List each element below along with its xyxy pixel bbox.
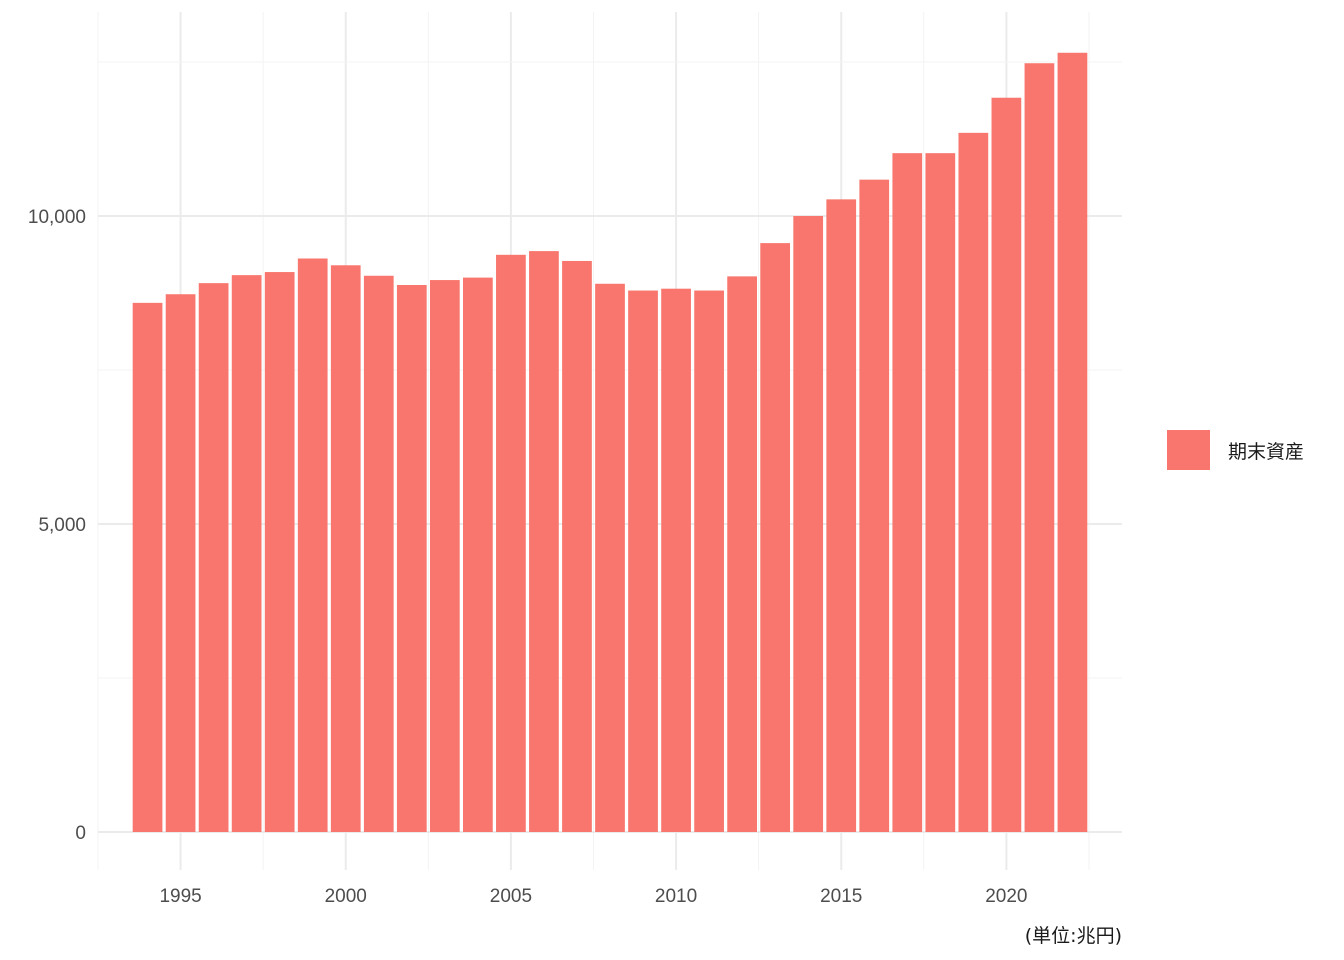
bar-2000 (330, 265, 361, 832)
bar-2018 (925, 153, 956, 833)
x-tick-label: 2010 (655, 886, 697, 907)
x-tick-label: 1995 (159, 886, 201, 907)
bar-2015 (826, 199, 857, 833)
legend-label: 期末資産 (1228, 441, 1304, 463)
y-axis-tick-labels: 0 5,000 10,000 (28, 207, 86, 844)
bar-2017 (892, 153, 923, 833)
bar-1999 (297, 258, 328, 832)
legend: 期末資産 (1167, 430, 1304, 470)
bar-2010 (661, 288, 691, 832)
bar-1996 (198, 283, 229, 832)
x-axis-tick-labels: 1995 2000 2005 2010 2015 2020 (159, 886, 1027, 907)
x-tick-label: 2000 (325, 886, 367, 907)
bar-2014 (793, 216, 824, 832)
bar-2002 (396, 284, 427, 832)
bar-2012 (727, 276, 757, 832)
bar-2009 (628, 290, 658, 832)
bar-1995 (165, 294, 196, 832)
bar-2003 (429, 280, 460, 833)
bar-2006 (529, 251, 559, 832)
chart-caption: (単位:兆円) (1025, 925, 1122, 947)
legend-key (1167, 430, 1210, 470)
bar-1997 (231, 275, 262, 832)
bar-2013 (760, 243, 791, 832)
y-tick-label: 10,000 (28, 207, 86, 228)
x-tick-label: 2020 (985, 886, 1027, 907)
bar-2001 (363, 275, 394, 832)
y-tick-label: 0 (75, 823, 86, 844)
x-tick-label: 2015 (820, 886, 862, 907)
bar-2004 (463, 277, 493, 833)
bar-1998 (264, 272, 295, 832)
bar-2016 (859, 179, 890, 832)
bar-1994 (132, 302, 163, 833)
bar-2020 (991, 97, 1022, 832)
bar-2022 (1057, 52, 1088, 832)
bar-series (132, 52, 1088, 833)
bar-2019 (958, 132, 989, 833)
bar-2011 (694, 290, 724, 832)
y-tick-label: 5,000 (38, 515, 86, 536)
bar-2005 (496, 254, 526, 833)
x-tick-label: 2005 (490, 886, 532, 907)
bar-2007 (562, 260, 592, 832)
bar-2021 (1024, 63, 1055, 833)
bar-2008 (595, 283, 625, 832)
